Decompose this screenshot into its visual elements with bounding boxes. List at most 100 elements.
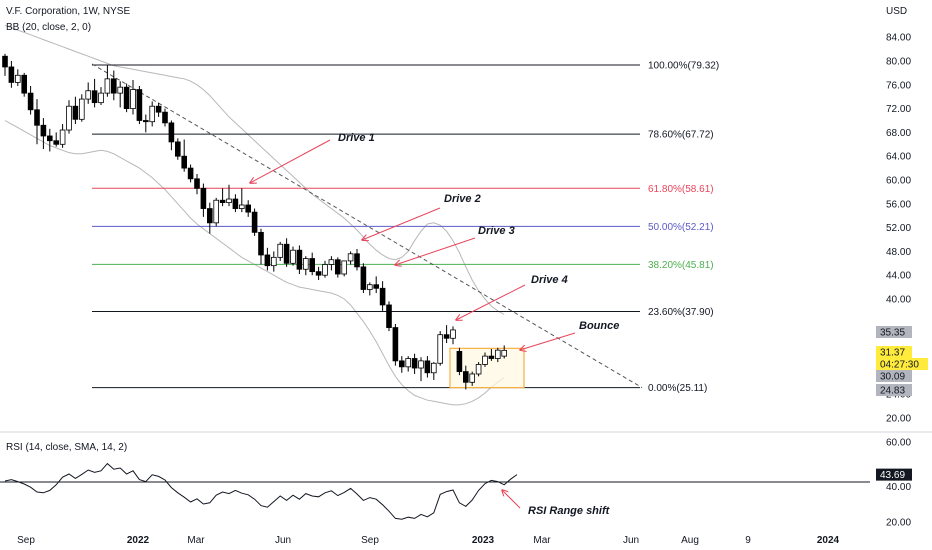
fib-label: 78.60%(67.72) — [648, 130, 714, 141]
price-tick-label: 84.00 — [886, 33, 911, 44]
candle-body — [219, 199, 226, 204]
candle-body — [264, 254, 271, 267]
candle-body — [405, 358, 411, 368]
candle-body — [123, 86, 130, 110]
rsi-badge — [876, 468, 912, 481]
price-tick-label: 64.00 — [886, 152, 911, 163]
fib-label: 23.60%(37.90) — [648, 307, 714, 318]
price-tick-label: 60.00 — [886, 176, 911, 187]
candle-body — [155, 105, 162, 113]
candle-body — [482, 355, 488, 365]
candle-body — [392, 327, 399, 362]
rsi-tick-label: 60.00 — [886, 438, 911, 449]
candle-body — [200, 187, 207, 209]
price-tick-label: 44.00 — [886, 271, 911, 282]
fib-label: 50.00%(52.21) — [648, 222, 714, 233]
annotation-arrow — [362, 207, 441, 240]
trend-line — [91, 63, 643, 389]
candle-body — [354, 253, 360, 268]
candle-body — [245, 204, 252, 213]
candle-body — [270, 256, 277, 267]
candle-body — [34, 109, 40, 126]
bb-upper-band — [4, 24, 505, 315]
candle-body — [130, 89, 136, 109]
time-tick-label: Sep — [361, 535, 379, 546]
candle-body — [443, 334, 450, 339]
candle-body — [430, 362, 437, 374]
price-badge — [876, 370, 912, 382]
candle-body — [328, 259, 335, 265]
price-tick-label: 72.00 — [886, 104, 911, 115]
price-tick-label: 56.00 — [886, 199, 911, 210]
time-tick-label: 2022 — [127, 535, 150, 546]
candle-body — [366, 284, 373, 290]
annotation-arrow — [502, 490, 521, 509]
candle-body — [104, 78, 111, 94]
price-tick-label: 20.00 — [886, 414, 911, 425]
candle-body — [437, 334, 443, 364]
candle-body — [494, 349, 501, 359]
candle-body — [251, 211, 258, 233]
candle-body — [277, 243, 283, 258]
price-badge — [876, 326, 912, 338]
time-tick-label: 2024 — [817, 535, 840, 546]
time-tick-label: 9 — [745, 535, 751, 546]
price-badge — [876, 346, 912, 358]
candle-body — [501, 349, 507, 357]
candle-body — [379, 287, 386, 306]
annotation-label: Drive 3 — [478, 225, 515, 237]
candle-body — [488, 355, 495, 359]
rsi-line — [4, 462, 518, 520]
candle-body — [142, 120, 149, 123]
candle-body — [91, 90, 98, 104]
price-tick-label: 80.00 — [886, 57, 911, 68]
price-badge-label: 35.35 — [880, 328, 905, 339]
annotation-label: Bounce — [579, 320, 619, 332]
price-badge-label: 04:27:30 — [880, 360, 919, 371]
candle-body — [59, 129, 66, 145]
time-tick-label: Mar — [533, 535, 551, 546]
annotation-arrow — [520, 332, 576, 350]
candle-body — [315, 271, 322, 276]
candle-body — [226, 198, 232, 204]
bb-indicator-label: BB (20, close, 2, 0) — [6, 22, 92, 33]
fib-label: 100.00%(79.32) — [648, 61, 719, 72]
candle-body — [66, 105, 72, 131]
candle-body — [411, 358, 418, 369]
candle-body — [98, 92, 104, 104]
candle-body — [111, 78, 117, 94]
candle-body — [85, 90, 92, 100]
price-tick-label: 52.00 — [886, 223, 911, 234]
price-badge-label: 31.37 — [880, 348, 905, 359]
rsi-tick-label: 20.00 — [886, 518, 911, 529]
fib-label: 0.00%(25.11) — [648, 383, 707, 394]
candle-body — [398, 360, 405, 368]
candle-body — [424, 360, 431, 374]
candle-body — [187, 167, 194, 180]
candle-body — [309, 258, 315, 273]
time-tick-label: Mar — [187, 535, 205, 546]
candle-body — [456, 350, 463, 372]
candle-body — [117, 86, 124, 94]
annotation-label: Drive 4 — [531, 274, 568, 286]
candle-body — [373, 284, 379, 289]
candle-body — [469, 373, 475, 383]
candle-body — [475, 364, 482, 375]
price-badge — [876, 384, 912, 396]
time-tick-label: 2023 — [472, 535, 495, 546]
annotation-arrow — [456, 284, 526, 320]
candle-body — [168, 122, 175, 143]
candle-body — [290, 249, 296, 264]
candle-body — [72, 105, 79, 120]
time-tick-label: Aug — [681, 535, 699, 546]
price-tick-label: 48.00 — [886, 247, 911, 258]
candle-body — [462, 371, 469, 383]
fib-label: 61.80%(58.61) — [648, 184, 714, 195]
fib-label: 38.20%(45.81) — [648, 260, 714, 271]
candle-body — [47, 135, 53, 142]
symbol-title: V.F. Corporation, 1W, NYSE — [6, 6, 131, 17]
candle-body — [194, 178, 200, 189]
candle-body — [27, 92, 34, 111]
